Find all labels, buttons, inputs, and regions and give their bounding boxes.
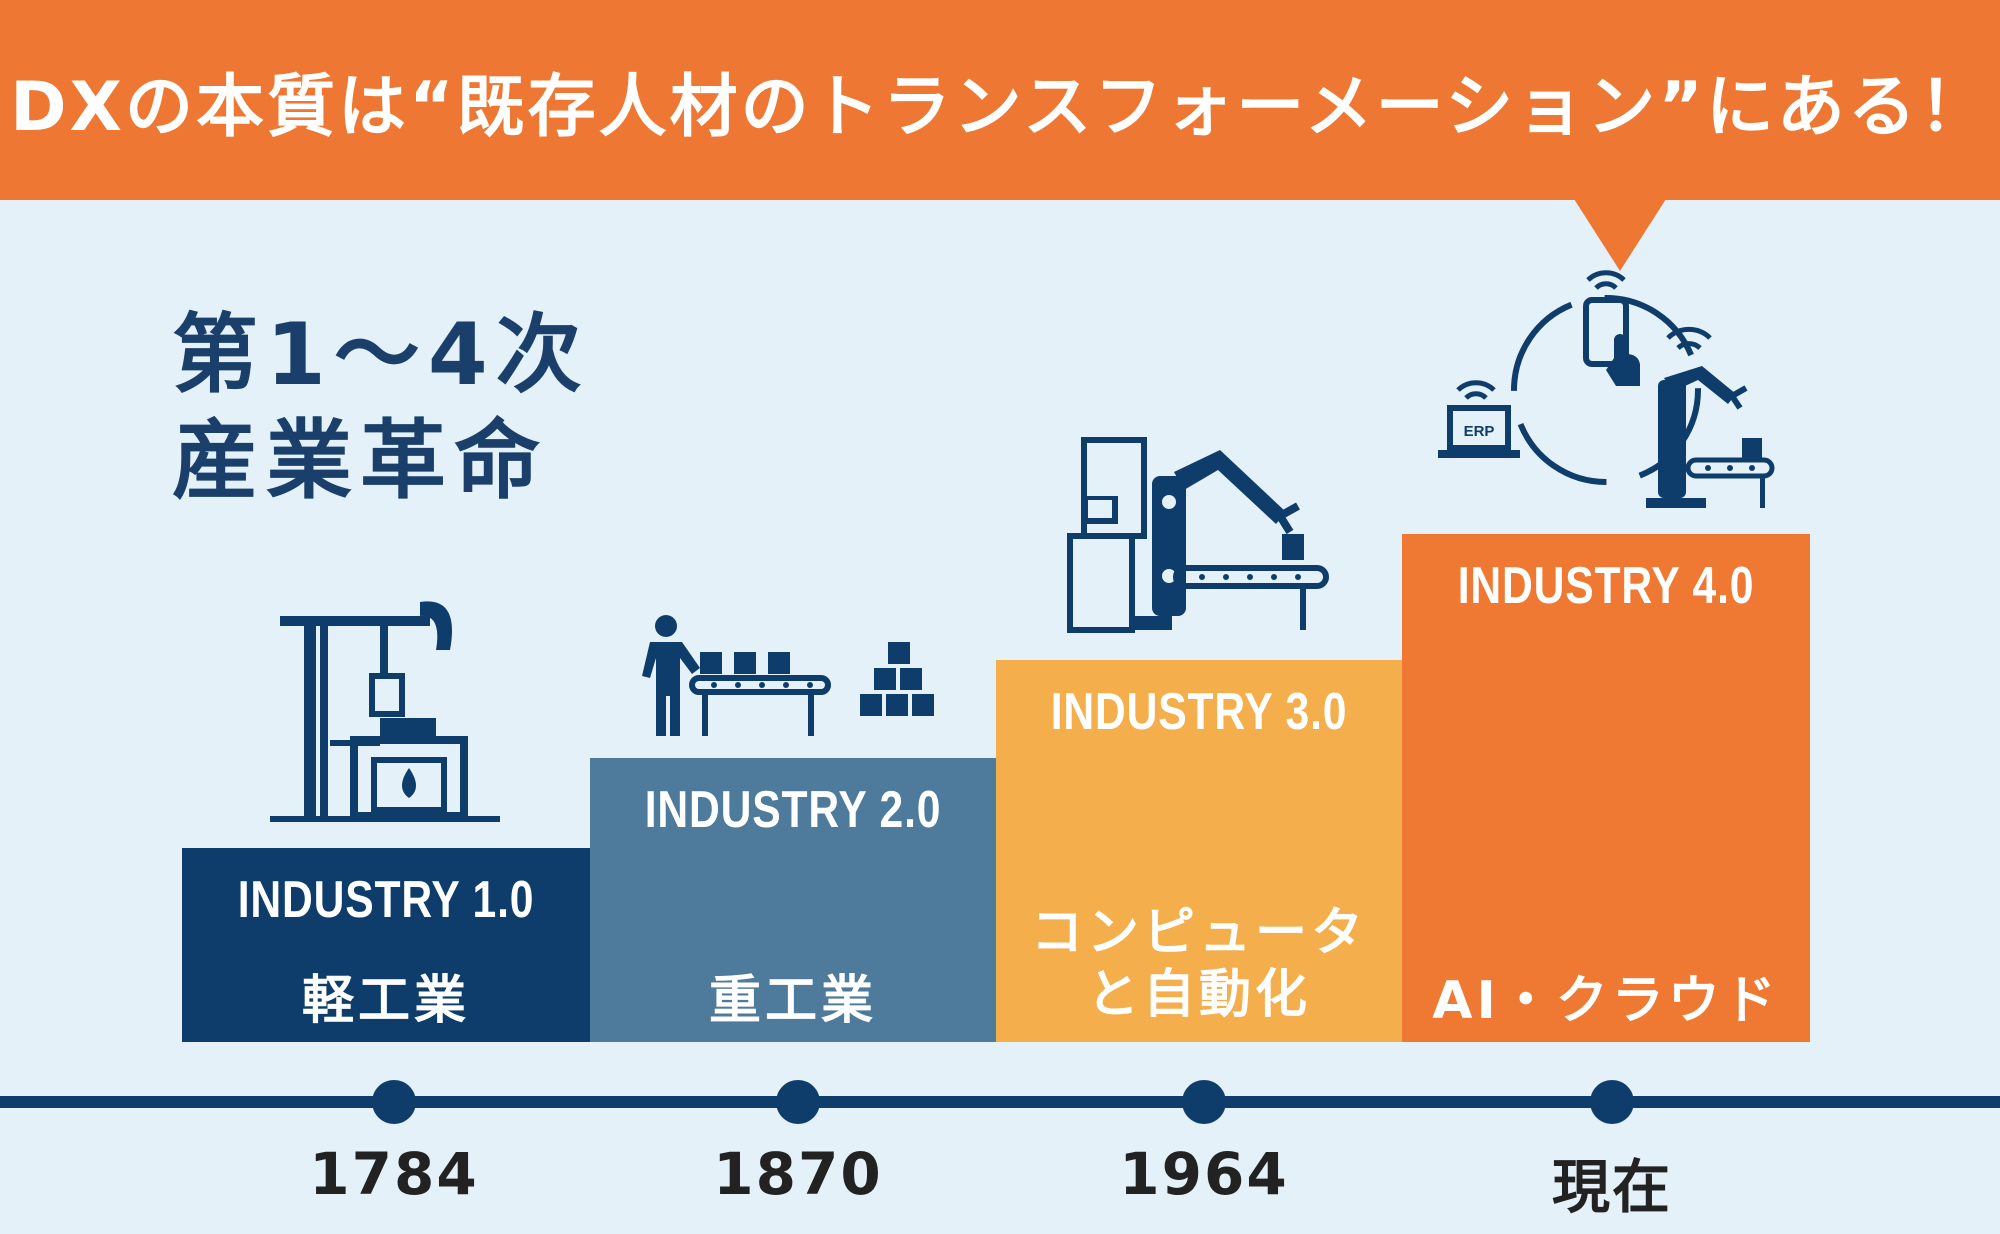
banner-title: DXの本質は“既存人材のトランスフォーメーション”にある！	[10, 67, 1990, 147]
industry-4-desc: AI・クラウド	[1432, 971, 1780, 1031]
industry-4-block: INDUSTRY 4.0 AI・クラウド	[1402, 534, 1810, 1042]
industry-3-desc-line-1: コンピュータ	[1030, 903, 1367, 963]
erp-label: ERP	[1464, 423, 1495, 440]
assembly-line-worker-icon	[642, 615, 934, 736]
industry-1-block: INDUSTRY 1.0 軽工業	[182, 848, 590, 1042]
industry-2-desc: 重工業	[708, 971, 877, 1031]
year-now: 現在	[1551, 1153, 1672, 1221]
industry-3-desc-line-2: と自動化	[1086, 965, 1311, 1025]
industry-4-label: INDUSTRY 4.0	[1457, 557, 1755, 615]
banner-pointer	[1574, 199, 1666, 271]
year-1964: 1964	[1119, 1140, 1289, 1208]
oil-pump-furnace-icon	[270, 601, 500, 822]
year-1870: 1870	[713, 1140, 883, 1208]
title-banner: DXの本質は“既存人材のトランスフォーメーション”にある！	[0, 0, 2000, 200]
timeline-dot-1870	[776, 1080, 820, 1124]
timeline-dot-1964	[1182, 1080, 1226, 1124]
industry-1-label: INDUSTRY 1.0	[237, 871, 535, 929]
industry-2-label: INDUSTRY 2.0	[644, 781, 942, 839]
year-1784: 1784	[309, 1140, 479, 1208]
industry-3-block: INDUSTRY 3.0 コンピュータ と自動化	[996, 660, 1402, 1042]
robot-arm-computer-icon	[1067, 437, 1329, 633]
industry-1-desc: 軽工業	[301, 971, 470, 1031]
timeline-dot-1784	[372, 1080, 416, 1124]
heading-line-2: 産業革命	[172, 411, 548, 511]
heading: 第1～4次 産業革命	[172, 302, 590, 514]
timeline-line	[0, 1096, 2000, 1108]
heading-line-1: 第1～4次	[172, 305, 590, 405]
iot-network-icon: ERP	[1438, 270, 1775, 508]
industry-3-label: INDUSTRY 3.0	[1050, 683, 1348, 741]
industry-2-block: INDUSTRY 2.0 重工業	[590, 758, 996, 1042]
timeline-dot-now	[1590, 1080, 1634, 1124]
